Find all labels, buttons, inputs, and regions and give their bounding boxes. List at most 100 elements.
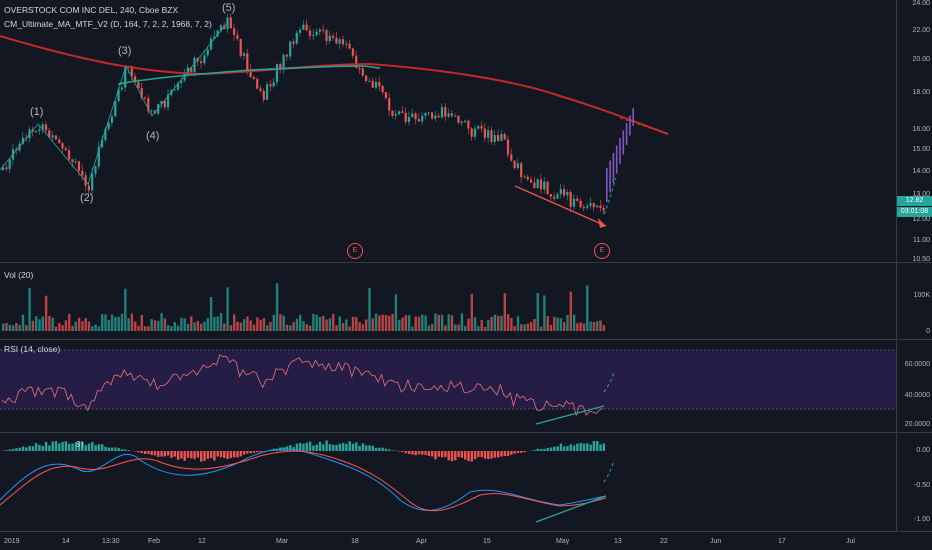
price-tick: 24.00 xyxy=(912,0,930,7)
candle-body xyxy=(41,124,44,130)
indicator-title[interactable]: CM_Ultimate_MA_MTF_V2 (D, 164, 7, 2, 2, … xyxy=(4,19,212,29)
volume-title[interactable]: Vol (20) xyxy=(4,270,34,280)
macd-histogram xyxy=(2,440,605,462)
candle-body xyxy=(299,29,302,33)
candle-body xyxy=(143,97,147,99)
pane-divider[interactable] xyxy=(0,339,932,340)
macd-histogram-bar xyxy=(328,444,332,451)
symbol-title[interactable]: OVERSTOCK COM INC DEL, 240, Cboe BZX xyxy=(4,5,179,15)
rsi-title[interactable]: RSI (14, close) xyxy=(4,344,61,354)
candle-body xyxy=(239,38,242,56)
macd-histogram-bar xyxy=(308,441,312,451)
candle-body xyxy=(596,205,599,208)
volume-bar xyxy=(516,316,520,331)
candle-body xyxy=(236,35,239,39)
volume-bar xyxy=(147,326,150,331)
macd-histogram-bar xyxy=(546,447,549,451)
volume-bar xyxy=(2,323,5,331)
volume-bar xyxy=(503,293,506,331)
candle-body xyxy=(54,135,57,140)
volume-bar xyxy=(381,314,384,331)
macd-histogram-bar xyxy=(275,449,279,451)
macd-histogram-bar xyxy=(127,450,130,451)
pane-divider[interactable] xyxy=(0,432,932,433)
macd-histogram-bar xyxy=(421,451,424,455)
earnings-marker[interactable]: E xyxy=(347,243,363,259)
volume-bar xyxy=(71,325,74,331)
macd-histogram-bar xyxy=(101,444,104,451)
candle-body xyxy=(134,76,137,83)
volume-bar xyxy=(533,319,536,331)
macd-histogram-bar xyxy=(84,445,87,451)
macd-histogram-bar xyxy=(520,451,523,453)
trend-arrow-down xyxy=(514,185,607,227)
candle-body xyxy=(355,55,358,68)
macd-histogram-bar xyxy=(477,451,480,458)
volume-bar xyxy=(223,323,226,331)
projected-bar xyxy=(625,123,628,145)
candle-body xyxy=(374,81,378,88)
volume-bar xyxy=(216,316,219,331)
candle-body xyxy=(467,120,470,129)
macd-title[interactable]: 9) xyxy=(76,439,84,449)
price-tick: 18.00 xyxy=(912,89,930,96)
rsi-axis[interactable] xyxy=(896,340,932,432)
volume-bar xyxy=(437,315,440,331)
volume-bar xyxy=(460,313,464,331)
macd-histogram-bar xyxy=(566,446,569,451)
volume-bar xyxy=(180,317,183,331)
volume-bar xyxy=(203,321,206,331)
candle-body xyxy=(338,39,341,44)
candle-body xyxy=(262,90,265,100)
macd-histogram-bar xyxy=(596,441,599,451)
macd-histogram-bar xyxy=(25,447,28,451)
candle-body xyxy=(130,66,133,77)
candle-body xyxy=(256,78,259,89)
volume-bar xyxy=(457,324,460,331)
macd-histogram-bar xyxy=(513,451,516,454)
macd-histogram-bar xyxy=(31,446,35,451)
chart-canvas[interactable] xyxy=(0,0,896,531)
volume-bar xyxy=(38,319,41,331)
volume-bar xyxy=(592,322,596,331)
volume-bar xyxy=(51,317,54,331)
macd-histogram-bar xyxy=(388,449,391,451)
candle-body xyxy=(77,161,81,171)
candle-body xyxy=(440,107,444,118)
signal-line xyxy=(0,450,607,512)
volume-bar xyxy=(77,317,81,331)
candle-body xyxy=(381,86,384,93)
candle-body xyxy=(368,80,371,82)
volume-bar xyxy=(272,314,275,331)
candle-body xyxy=(328,35,331,42)
candle-body xyxy=(398,111,401,115)
candle-body xyxy=(533,182,536,188)
macd-histogram-bar xyxy=(295,443,299,451)
candle-body xyxy=(124,67,127,88)
macd-histogram-bar xyxy=(365,445,368,451)
elliott-wave-lines xyxy=(0,21,229,185)
volume-axis[interactable] xyxy=(896,263,932,339)
rsi-line xyxy=(1,354,603,417)
macd-axis[interactable] xyxy=(896,433,932,531)
macd-histogram-bar xyxy=(497,451,500,458)
volume-bar xyxy=(117,316,120,331)
earnings-marker[interactable]: E xyxy=(594,243,610,259)
macd-histogram-bar xyxy=(467,451,470,462)
time-tick: 14 xyxy=(62,538,70,545)
volume-bar xyxy=(384,314,388,331)
macd-histogram-bar xyxy=(249,451,252,454)
candle-body xyxy=(183,73,186,81)
candle-body xyxy=(424,112,427,116)
macd-histogram-bar xyxy=(407,451,411,455)
time-axis[interactable] xyxy=(0,532,932,550)
candle-body xyxy=(87,185,90,191)
price-axis[interactable] xyxy=(896,0,932,262)
candle-body xyxy=(68,150,71,160)
pane-divider[interactable] xyxy=(0,262,932,263)
candle-body xyxy=(411,113,414,118)
volume-bar xyxy=(338,316,341,331)
volume-bar xyxy=(487,320,490,331)
projected-bar xyxy=(606,168,608,202)
volume-bar xyxy=(61,325,64,331)
